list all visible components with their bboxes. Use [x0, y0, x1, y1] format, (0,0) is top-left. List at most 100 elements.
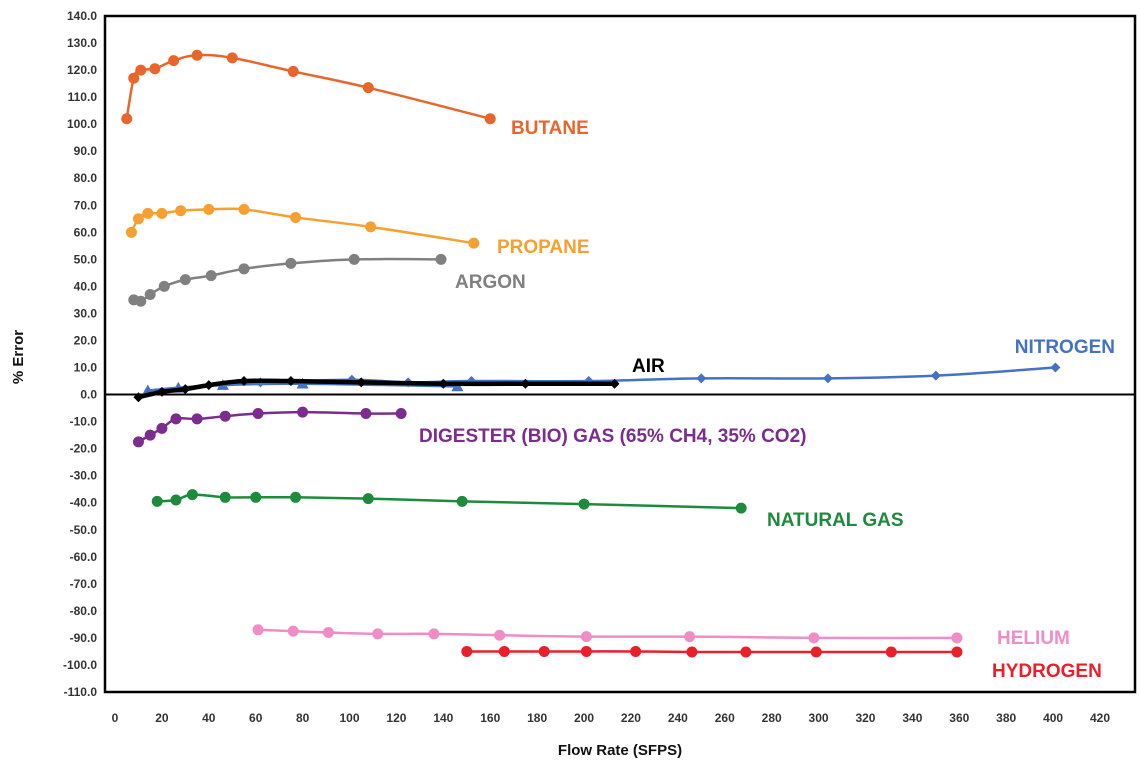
y-tick-label: 140.0: [67, 9, 97, 23]
y-tick-label: 100.0: [67, 117, 97, 131]
y-tick-label: 80.0: [74, 171, 98, 185]
data-point-nitrogen: [696, 373, 707, 384]
x-tick-label: 100: [340, 711, 360, 725]
y-tick-label: -110.0: [64, 685, 98, 699]
y-tick-label: 40.0: [74, 279, 98, 293]
y-tick-label: 130.0: [67, 36, 97, 50]
data-point-argon: [435, 253, 447, 265]
series-label-natural-gas: NATURAL GAS: [767, 510, 904, 531]
data-point-hydrogen: [686, 646, 698, 658]
data-point-helium: [684, 631, 696, 643]
data-point-butane: [128, 72, 140, 84]
data-point-digester-bio-gas-65-ch4-35-co2: [144, 429, 156, 441]
data-point-nitrogen: [1050, 362, 1061, 373]
data-point-natural-gas: [250, 491, 262, 503]
data-point-butane: [484, 113, 496, 125]
data-point-hydrogen: [580, 645, 592, 657]
series-labels: BUTANE PROPANE ARGON AIR NITROGEN DIGESTER (B…: [419, 118, 1115, 682]
data-point-hydrogen: [498, 645, 510, 657]
data-point-helium: [322, 627, 334, 639]
data-point-helium: [808, 632, 820, 644]
series-label-helium: HELIUM: [997, 628, 1070, 649]
data-point-propane: [290, 211, 302, 223]
data-point-helium: [252, 624, 264, 636]
data-point-propane: [365, 221, 377, 233]
data-point-hydrogen: [885, 646, 897, 658]
x-tick-label: 240: [668, 711, 688, 725]
data-point-butane: [121, 113, 133, 125]
series-propane: [125, 203, 480, 249]
y-tick-label: 70.0: [74, 198, 98, 212]
x-tick-label: 260: [715, 711, 735, 725]
data-point-butane: [287, 65, 299, 77]
series-helium: [252, 624, 963, 644]
x-tick-label: 120: [386, 711, 406, 725]
y-tick-label: -50.0: [70, 523, 98, 537]
x-tick-label: 160: [480, 711, 500, 725]
data-point-propane: [132, 213, 144, 225]
series-label-digester-bio-gas-65-ch4-35-co2: DIGESTER (BIO) GAS (65% CH4, 35% CO2): [419, 426, 806, 447]
series-digester-bio-gas-65-ch4-35-co2: [132, 406, 407, 448]
series-label-hydrogen: HYDROGEN: [992, 661, 1102, 682]
data-point-air: [156, 386, 167, 397]
data-point-natural-gas: [735, 502, 747, 514]
data-point-propane: [468, 237, 480, 249]
x-tick-label: 400: [1043, 711, 1063, 725]
series-layer: [121, 49, 1061, 658]
data-point-argon: [179, 274, 191, 286]
data-point-natural-gas: [290, 491, 302, 503]
data-point-propane: [156, 207, 168, 219]
data-point-air: [203, 380, 214, 391]
x-tick-label: 200: [574, 711, 594, 725]
data-point-helium: [428, 628, 440, 640]
series-hydrogen: [461, 645, 963, 658]
series-label-propane: PROPANE: [497, 237, 590, 258]
data-point-air: [438, 378, 449, 389]
data-point-air: [520, 378, 531, 389]
data-point-propane: [142, 207, 154, 219]
y-tick-label: 0.0: [80, 388, 97, 402]
data-point-propane: [238, 203, 250, 215]
data-point-digester-bio-gas-65-ch4-35-co2: [395, 407, 407, 419]
series-label-butane: BUTANE: [511, 118, 589, 139]
data-point-propane: [125, 226, 137, 238]
data-point-digester-bio-gas-65-ch4-35-co2: [360, 407, 372, 419]
data-point-butane: [135, 64, 147, 76]
data-point-digester-bio-gas-65-ch4-35-co2: [219, 410, 231, 422]
data-point-helium: [287, 625, 299, 637]
y-tick-label: -80.0: [70, 604, 98, 618]
data-point-butane: [168, 55, 180, 67]
data-point-natural-gas: [456, 495, 468, 507]
data-point-hydrogen: [630, 645, 642, 657]
data-point-natural-gas: [186, 489, 198, 501]
data-point-digester-bio-gas-65-ch4-35-co2: [297, 406, 309, 418]
x-tick-label: 80: [296, 711, 310, 725]
data-point-digester-bio-gas-65-ch4-35-co2: [156, 422, 168, 434]
y-tick-label: 110.0: [68, 90, 98, 104]
data-point-butane: [149, 63, 161, 75]
y-tick-label: 90.0: [74, 144, 98, 158]
data-point-argon: [158, 280, 170, 292]
y-tick-label: -90.0: [70, 631, 98, 645]
data-point-digester-bio-gas-65-ch4-35-co2: [170, 413, 182, 425]
data-point-propane: [203, 203, 215, 215]
x-tick-label: 140: [433, 711, 453, 725]
y-tick-label: 20.0: [74, 333, 98, 347]
data-point-natural-gas: [578, 498, 590, 510]
data-point-argon: [205, 270, 217, 282]
data-point-air: [180, 384, 191, 395]
y-tick-labels: 140.0 130.0 120.0 110.0 100.0 90.0 80.0 70.0 60.…: [63, 9, 97, 699]
series-butane: [121, 49, 496, 125]
y-tick-label: -30.0: [70, 469, 98, 483]
data-point-argon: [285, 257, 297, 269]
plot-frame: [103, 14, 1137, 694]
data-point-air: [133, 392, 144, 403]
data-point-air: [285, 376, 296, 387]
y-tick-label: 30.0: [74, 306, 98, 320]
data-point-butane: [226, 52, 238, 64]
x-tick-label: 60: [249, 711, 263, 725]
series-air: [133, 376, 620, 403]
data-point-natural-gas: [151, 495, 163, 507]
data-point-helium: [951, 632, 963, 644]
y-tick-label: 10.0: [74, 361, 98, 375]
